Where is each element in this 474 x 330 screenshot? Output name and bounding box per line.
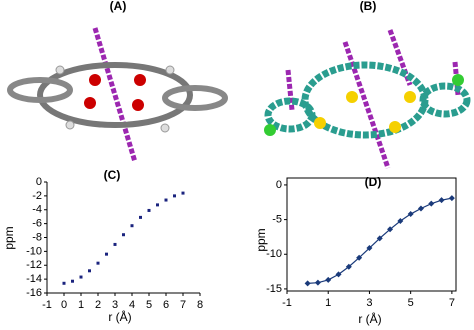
x-tick-label: 5 (408, 297, 414, 309)
y-tick-label: -16 (26, 287, 42, 299)
y-tick-label: -6 (32, 218, 42, 230)
marker (113, 242, 117, 246)
marker (147, 208, 151, 212)
marker (448, 195, 455, 202)
x-axis-label: r (Å) (358, 311, 381, 326)
chart-title: (D) (365, 175, 382, 189)
y-axis-label: ppm (254, 228, 268, 251)
atom (314, 117, 326, 129)
x-tick-label: 3 (366, 297, 372, 309)
x-tick-label: -1 (42, 299, 52, 311)
marker (130, 224, 134, 228)
atom (160, 123, 170, 133)
marker (122, 233, 125, 237)
ring (162, 85, 228, 111)
atom (65, 120, 75, 130)
y-tick-label: -8 (32, 231, 42, 243)
y-tick-label: -10 (26, 245, 42, 257)
x-tick-label: 7 (180, 299, 186, 311)
chart-title: (C) (104, 168, 121, 182)
x-tick-label: 8 (197, 299, 203, 311)
x-tick-label: 1 (78, 299, 84, 311)
marker (376, 235, 383, 242)
atom (264, 124, 276, 136)
marker (325, 276, 332, 283)
y-tick-label: -2 (32, 190, 42, 202)
x-tick-label: 5 (146, 299, 152, 311)
plot-frame (286, 177, 457, 292)
molecule-a (7, 27, 228, 163)
marker (428, 200, 435, 207)
marker (79, 275, 83, 279)
atom (404, 91, 416, 103)
ring (419, 82, 471, 118)
marker (105, 252, 108, 256)
x-tick-label: 3 (112, 299, 118, 311)
marker (139, 215, 142, 219)
marker (71, 279, 74, 283)
ring (37, 62, 193, 128)
x-tick-label: -1 (282, 297, 292, 309)
atom (89, 74, 101, 86)
atom (452, 74, 464, 86)
ring (7, 77, 73, 103)
molecule-b (264, 29, 471, 169)
y-tick-label: -4 (32, 204, 42, 216)
atom-chain (342, 41, 391, 169)
x-tick-label: 1 (325, 297, 331, 309)
marker (438, 197, 445, 204)
marker (62, 281, 66, 285)
marker (345, 263, 352, 270)
x-tick-label: 0 (61, 299, 67, 311)
marker (397, 217, 404, 224)
atom (55, 65, 65, 75)
marker (164, 198, 168, 202)
marker (356, 254, 363, 261)
marker (96, 261, 100, 265)
marker (156, 203, 159, 207)
y-tick-label: 0 (36, 176, 42, 188)
marker (88, 269, 91, 273)
panel-label: (B) (360, 0, 377, 13)
y-tick-label: 0 (276, 179, 282, 191)
atom (165, 65, 175, 75)
x-axis-label: r (Å) (108, 309, 131, 324)
x-tick-label: 6 (163, 299, 169, 311)
marker (173, 194, 176, 198)
panel-label: (A) (110, 0, 127, 13)
y-tick-label: -14 (26, 273, 42, 285)
x-tick-label: 7 (449, 297, 455, 309)
marker (304, 280, 311, 287)
atom-chain (387, 29, 413, 86)
ring (264, 97, 316, 133)
marker (387, 226, 394, 233)
marker (314, 279, 321, 286)
y-tick-label: -15 (266, 283, 282, 295)
y-tick-label: -12 (26, 259, 42, 271)
marker (407, 211, 414, 218)
y-tick-label: -10 (266, 248, 282, 260)
marker (366, 245, 373, 252)
atom (132, 99, 144, 111)
atom (346, 91, 358, 103)
marker (181, 191, 185, 195)
x-tick-label: 2 (95, 299, 101, 311)
marker (335, 271, 342, 278)
marker (417, 205, 424, 212)
y-axis-label: ppm (2, 226, 16, 249)
atom (389, 121, 401, 133)
atom (84, 97, 96, 109)
y-tick-label: -5 (272, 214, 282, 226)
atom (134, 74, 146, 86)
x-tick-label: 4 (129, 299, 135, 311)
atom-chain (92, 27, 138, 163)
